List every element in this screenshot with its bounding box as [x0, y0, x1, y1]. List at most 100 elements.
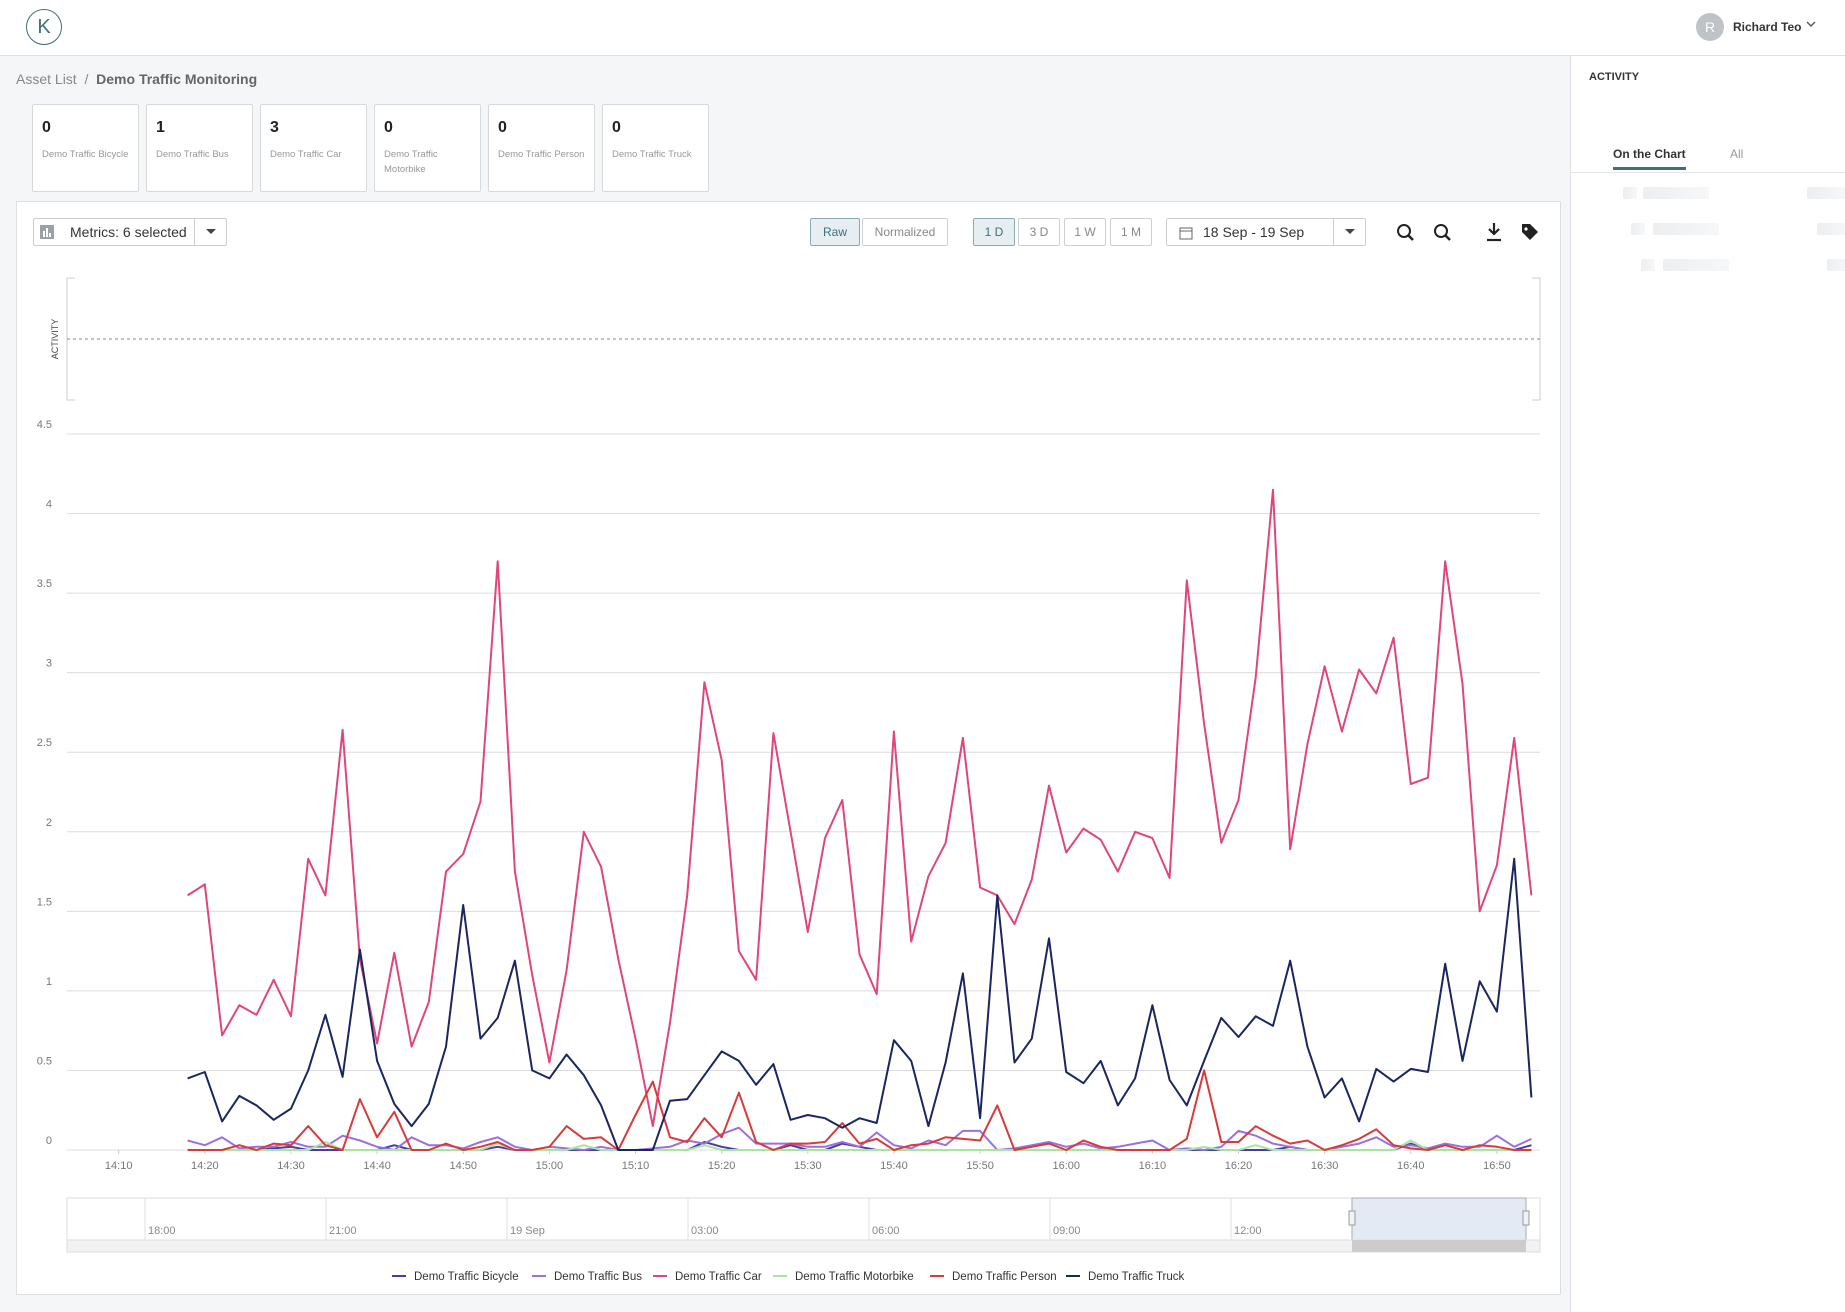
placeholder	[1807, 187, 1845, 199]
legend-label: Demo Traffic Truck	[1088, 1271, 1185, 1283]
metric-card[interactable]: 0 Demo Traffic Truck	[602, 104, 709, 192]
legend-item[interactable]: Demo Traffic Truck	[1066, 1271, 1185, 1283]
card-label: Demo Traffic Bus	[156, 149, 229, 160]
card-value: 3	[270, 119, 279, 136]
raw-button[interactable]: Raw	[810, 218, 860, 246]
navigator-label: 21:00	[329, 1225, 357, 1237]
logo[interactable]: K	[26, 9, 62, 45]
navigator-label: 12:00	[1234, 1225, 1262, 1237]
chart-tools	[1397, 223, 1538, 242]
legend-label: Demo Traffic Motorbike	[795, 1271, 914, 1283]
legend-item[interactable]: Demo Traffic Person	[930, 1271, 1057, 1283]
navigator-label: 09:00	[1053, 1225, 1081, 1237]
navigator-handle[interactable]	[1348, 1210, 1356, 1226]
x-tick-label: 16:10	[1139, 1160, 1167, 1172]
legend-item[interactable]: Demo Traffic Bicycle	[392, 1271, 519, 1283]
card-label: Demo Traffic Car	[270, 149, 342, 160]
breadcrumb-link[interactable]: Asset List	[16, 71, 77, 87]
user-name[interactable]: Richard Teo	[1733, 20, 1802, 34]
placeholder	[1643, 187, 1709, 199]
tab-active[interactable]: On the Chart	[1613, 147, 1686, 170]
download[interactable]	[1487, 223, 1501, 242]
navigator-scrollbar	[66, 1239, 1541, 1253]
navigator-label: 06:00	[872, 1225, 900, 1237]
x-tick-label: 15:10	[622, 1160, 650, 1172]
date-range: 18 Sep - 19 Sep	[1203, 224, 1305, 240]
x-tick-label: 14:10	[105, 1160, 133, 1172]
card-label: Demo Traffic Motorbike	[384, 149, 438, 175]
y-tick-label: 0	[46, 1135, 52, 1147]
navigator-label: 19 Sep	[510, 1225, 545, 1237]
x-tick-label: 14:20	[191, 1160, 219, 1172]
avatar[interactable]: R	[1696, 13, 1724, 41]
range-button[interactable]: 1 M	[1110, 218, 1152, 246]
calendar-icon	[1179, 227, 1193, 240]
card-value: 1	[156, 119, 165, 136]
activity-frame	[66, 277, 1541, 401]
y-tick-label: 1	[46, 976, 52, 988]
navigator-label: 18:00	[148, 1225, 176, 1237]
breadcrumb: Asset List / Demo Traffic Monitoring	[16, 71, 257, 87]
y-tick-label: 2	[46, 817, 52, 829]
normalized-button[interactable]: Normalized	[862, 218, 948, 246]
x-tick-label: 15:40	[880, 1160, 908, 1172]
legend-item[interactable]: Demo Traffic Car	[653, 1271, 762, 1283]
legend-label: Demo Traffic Car	[675, 1271, 762, 1283]
card-label: Demo Traffic Bicycle	[42, 149, 129, 160]
x-tick-label: 14:30	[277, 1160, 305, 1172]
date-caret[interactable]	[1333, 218, 1366, 246]
metric-card[interactable]: 0 Demo Traffic Bicycle	[32, 104, 139, 192]
metric-card[interactable]: 0 Demo Traffic Motorbike	[374, 104, 481, 192]
separator: /	[80, 71, 93, 87]
y-tick-label: 3	[46, 658, 52, 670]
navigator-scroll-thumb[interactable]	[1352, 1240, 1526, 1252]
metric-card[interactable]: 1 Demo Traffic Bus	[146, 104, 253, 192]
metrics-icon	[40, 225, 54, 239]
range-button[interactable]: 1 D	[973, 218, 1015, 246]
x-tick-label: 14:50	[449, 1160, 477, 1172]
x-tick-label: 16:30	[1311, 1160, 1339, 1172]
metric-card[interactable]: 0 Demo Traffic Person	[488, 104, 595, 192]
legend-item[interactable]: Demo Traffic Motorbike	[773, 1271, 914, 1283]
zoom-in[interactable]	[1397, 224, 1414, 241]
tab-divider	[1571, 172, 1845, 173]
card-value: 0	[384, 119, 393, 136]
tab[interactable]: All	[1730, 147, 1744, 161]
placeholder	[1631, 223, 1645, 235]
series-line	[187, 488, 1533, 1128]
x-tick-label: 16:00	[1052, 1160, 1080, 1172]
card-value: 0	[612, 119, 621, 136]
y-tick-label: 0.5	[37, 1055, 52, 1067]
metrics-caret[interactable]	[194, 218, 227, 246]
user-caret[interactable]	[1806, 19, 1816, 29]
placeholder	[1653, 223, 1719, 235]
legend-label: Demo Traffic Bicycle	[414, 1271, 519, 1283]
activity-label: ACTIVITY	[50, 319, 60, 360]
metric-card[interactable]: 3 Demo Traffic Car	[260, 104, 367, 192]
y-tick-label: 2.5	[37, 737, 52, 749]
metrics-dropdown[interactable]: Metrics: 6 selected	[33, 218, 227, 246]
date-picker[interactable]: 18 Sep - 19 Sep	[1166, 218, 1366, 246]
x-tick-label: 15:00	[536, 1160, 564, 1172]
x-tick-label: 16:40	[1397, 1160, 1425, 1172]
legend-item[interactable]: Demo Traffic Bus	[532, 1271, 642, 1283]
range-button[interactable]: 1 W	[1064, 218, 1106, 246]
range-button[interactable]: 3 D	[1018, 218, 1060, 246]
zoom-reset[interactable]	[1434, 224, 1451, 241]
chart: ACTIVITY 0 0.5 1 1.5 2 2.5 3 3.5 4 4.5 14:10 14:20 14…	[37, 277, 1541, 1283]
navigator-label: 03:00	[691, 1225, 719, 1237]
navigator-handle[interactable]	[1522, 1210, 1530, 1226]
card-value: 0	[498, 119, 507, 136]
x-tick-label: 16:50	[1483, 1160, 1511, 1172]
sidebar-title: ACTIVITY	[1589, 71, 1640, 83]
metrics-label: Metrics: 6 selected	[70, 224, 187, 240]
placeholder	[1827, 259, 1845, 271]
card-label: Demo Traffic Truck	[612, 149, 692, 160]
card-label: Demo Traffic Person	[498, 149, 585, 160]
x-tick-label: 14:40	[363, 1160, 391, 1172]
tag[interactable]	[1522, 224, 1538, 240]
series-line	[187, 1069, 1532, 1151]
x-tick-label: 15:20	[708, 1160, 736, 1172]
